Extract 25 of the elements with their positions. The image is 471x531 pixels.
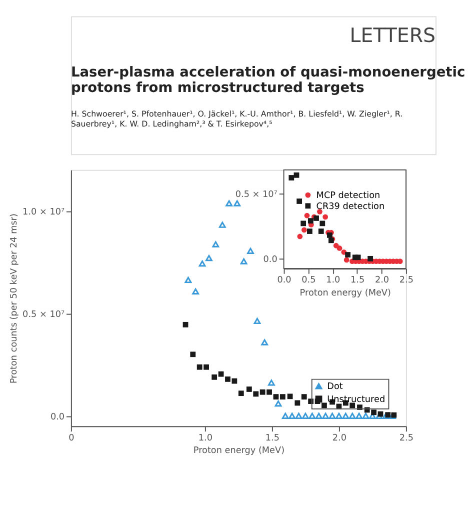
y-tick-label: 0.5 × 10⁷ <box>22 310 65 320</box>
y-axis-title: Proton counts (per 50 keV per 24 msr) <box>10 214 20 384</box>
legend-label: MCP detection <box>316 191 380 202</box>
x-tick-label: 0.5 <box>302 276 316 286</box>
legend-label: CR39 detection <box>316 202 385 212</box>
x-tick-label: 2.5 <box>399 433 414 444</box>
x-tick-label: 0 <box>68 433 75 444</box>
x-tick-label: 0.0 <box>277 276 292 286</box>
y-tick-label: 0.5 × 10⁷ <box>235 190 278 200</box>
legend-label: Dot <box>327 382 344 392</box>
x-tick-label: 1.0 <box>326 276 341 286</box>
text: H. Schwoerer¹, S. Pfotenhauer¹, O. Jäckel¹, K.-U. Amthor¹, B. Liesfeld¹, W. Ziegler¹, R. Sauerbrey¹, K. W. D. Ledingham²,³ & T. Esirkepov⁴,⁵ <box>70 110 403 129</box>
y-tick-label: 1.0 × 10⁷ <box>22 207 65 218</box>
legend-label: Unstructured <box>327 394 386 405</box>
x-tick-label: 2.5 <box>399 276 414 286</box>
x-tick-label: 2.0 <box>374 276 390 286</box>
x-tick-label: 1.5 <box>265 433 280 444</box>
text: Laser-plasma acceleration of quasi-monoenergetic protons from microstructured targets <box>70 64 466 96</box>
text: LETTERS <box>350 24 436 47</box>
x-axis-title: Proton energy (MeV) <box>300 288 391 299</box>
x-tick-label: 2.0 <box>332 433 347 444</box>
x-tick-label: 1.5 <box>350 276 365 286</box>
x-tick-label: 1.0 <box>198 433 213 444</box>
x-axis-title: Proton energy (MeV) <box>193 446 285 456</box>
y-tick-label: 0.0 <box>50 412 65 422</box>
